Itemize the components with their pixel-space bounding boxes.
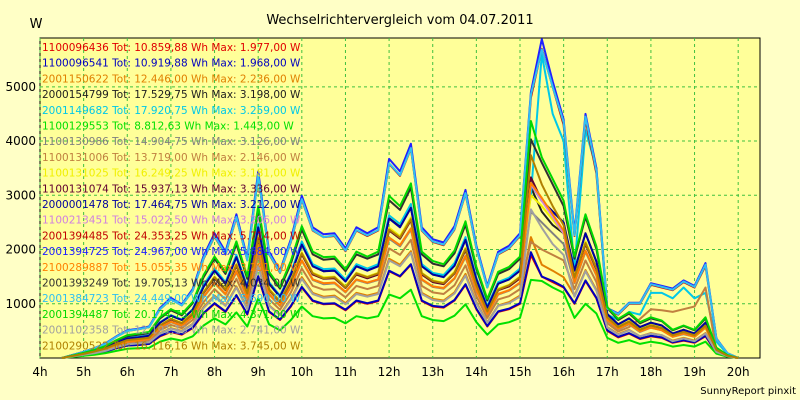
y-tick-label: 5000 <box>5 80 36 94</box>
x-tick-label: 15h <box>509 365 532 379</box>
x-tick-label: 9h <box>251 365 266 379</box>
y-axis-ticks: 1000 2000 3000 4000 5000 <box>5 80 36 311</box>
series-line <box>61 278 739 359</box>
x-axis-ticks: 4h 5h 6h 7h 8h 9h 10h 11h 12h 13h 14h 15h 16h 17h 18h 1… <box>32 365 749 379</box>
legend-entry: 2100289887 Tot: 15.055,35 Wh Max: 3.231,… <box>42 262 301 274</box>
footer-credit: SunnyReport pinxit <box>700 386 796 397</box>
x-tick-label: 17h <box>596 365 619 379</box>
series-line <box>61 48 739 359</box>
x-tick-label: 16h <box>552 365 575 379</box>
x-tick-label: 20h <box>727 365 750 379</box>
x-tick-label: 5h <box>76 365 91 379</box>
legend-entry: 2000001478 Tot: 17.464,75 Wh Max: 3.212,… <box>42 199 301 211</box>
legend-entry: 2001394487 Tot: 20.174,75 Wh Max: 4.371,… <box>42 309 301 321</box>
y-axis-label: W <box>30 17 43 32</box>
legend-entry: 1100131025 Tot: 16.249,25 Wh Max: 3.181,… <box>42 168 301 180</box>
series-line <box>61 154 739 359</box>
legend-entry: 2000154799 Tot: 17.529,75 Wh Max: 3.198,… <box>42 89 301 101</box>
series-lines <box>61 38 739 359</box>
series-line <box>61 238 739 359</box>
legend-entry: 1100131006 Tot: 13.719,00 Wh Max: 2.146,… <box>42 152 301 164</box>
x-tick-label: 10h <box>290 365 313 379</box>
series-line <box>61 181 739 359</box>
legend-entry: 2001393249 Tot: 19.705,13 Wh Max: 4.034,… <box>42 278 301 290</box>
y-tick-label: 1000 <box>5 297 36 311</box>
x-tick-label: 14h <box>465 365 488 379</box>
legend-entry: 1100129553 Tot: 8.812,63 Wh Max: 1.443,0… <box>42 121 294 133</box>
x-tick-label: 8h <box>207 365 222 379</box>
y-tick-label: 4000 <box>5 134 36 148</box>
y-tick-label: 3000 <box>5 188 36 202</box>
series-line <box>61 120 739 359</box>
x-tick-label: 6h <box>120 365 135 379</box>
legend-entry: 2001384723 Tot: 24.449,00 Wh Max: 5.690,… <box>42 293 301 305</box>
series-line <box>61 251 739 359</box>
chart-title: Wechselrichtervergleich vom 04.07.2011 <box>266 13 533 28</box>
series-line <box>61 208 739 359</box>
x-tick-label: 12h <box>378 365 401 379</box>
legend-entry: 1100096541 Tot: 10.919,88 Wh Max: 1.968,… <box>42 58 301 70</box>
legend-entry: 2001394725 Tot: 24.967,00 Wh Max: 5.884,… <box>42 246 301 258</box>
y-tick-label: 2000 <box>5 243 36 257</box>
legend: 1100096436 Tot: 10.859,88 Wh Max: 1.977,… <box>42 42 301 352</box>
x-tick-label: 18h <box>639 365 662 379</box>
legend-entry: 2001149682 Tot: 17.920,75 Wh Max: 3.259,… <box>42 105 301 117</box>
x-tick-label: 4h <box>32 365 47 379</box>
legend-entry: 1100131074 Tot: 15.937,13 Wh Max: 3.336,… <box>42 183 301 195</box>
legend-entry: 2001150622 Tot: 12.446,00 Wh Max: 2.236,… <box>42 73 301 85</box>
x-tick-label: 19h <box>683 365 706 379</box>
legend-entry: 2100290522 Tot: 16.116,16 Wh Max: 3.745,… <box>42 340 301 352</box>
legend-entry: 1100130986 Tot: 14.904,75 Wh Max: 3.126,… <box>42 136 301 148</box>
series-line <box>61 183 739 359</box>
legend-entry: 1100096436 Tot: 10.859,88 Wh Max: 1.977,… <box>42 42 301 54</box>
legend-entry: 2001394485 Tot: 24.353,25 Wh Max: 5.714,… <box>42 230 301 242</box>
legend-entry: 1100213451 Tot: 15.022,50 Wh Max: 3.206,… <box>42 215 301 227</box>
x-tick-label: 13h <box>421 365 444 379</box>
x-tick-label: 11h <box>334 365 357 379</box>
legend-entry: 2001102358 Tot: 12.191,13 Wh Max: 2.741,… <box>42 325 301 337</box>
x-tick-label: 7h <box>163 365 178 379</box>
